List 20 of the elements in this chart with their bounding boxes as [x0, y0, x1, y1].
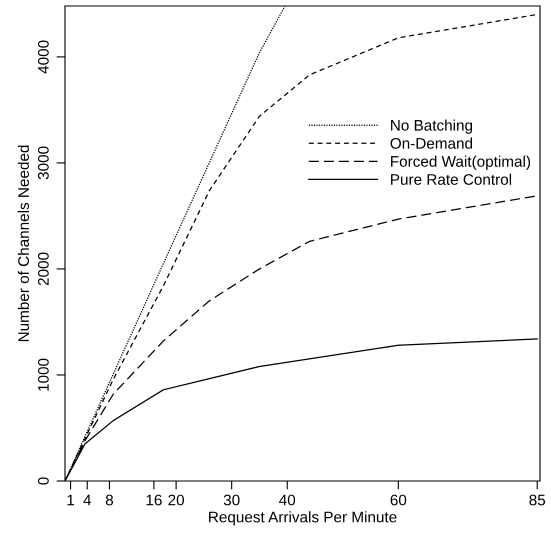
x-tick-label: 40 — [279, 494, 296, 506]
x-tick-label: 20 — [168, 494, 184, 506]
y-tick-label: 1000 — [38, 358, 49, 391]
x-tick-label: 30 — [224, 494, 240, 506]
y-tick-label: 0 — [38, 477, 49, 485]
y-axis-title: Number of Channels Needed — [18, 146, 29, 342]
x-tick-label: 8 — [106, 494, 114, 506]
legend-label: On-Demand — [390, 138, 472, 149]
x-tick-label: 1 — [67, 494, 74, 506]
legend-label: No Batching — [391, 120, 472, 134]
y-tick-label: 3000 — [38, 146, 49, 180]
x-axis-title: Request Arrivals Per Minute — [209, 511, 397, 526]
legend-label: Forced Wait(optimal) — [391, 156, 530, 170]
x-tick-label: 16 — [146, 494, 162, 506]
y-tick-label: 4000 — [38, 40, 49, 74]
legend-label: Pure Rate Control — [391, 174, 512, 185]
x-tick-label: 60 — [390, 494, 406, 506]
x-tick-label: 85 — [529, 494, 546, 506]
x-tick-label: 4 — [83, 494, 92, 506]
y-tick-label: 2000 — [38, 252, 49, 286]
